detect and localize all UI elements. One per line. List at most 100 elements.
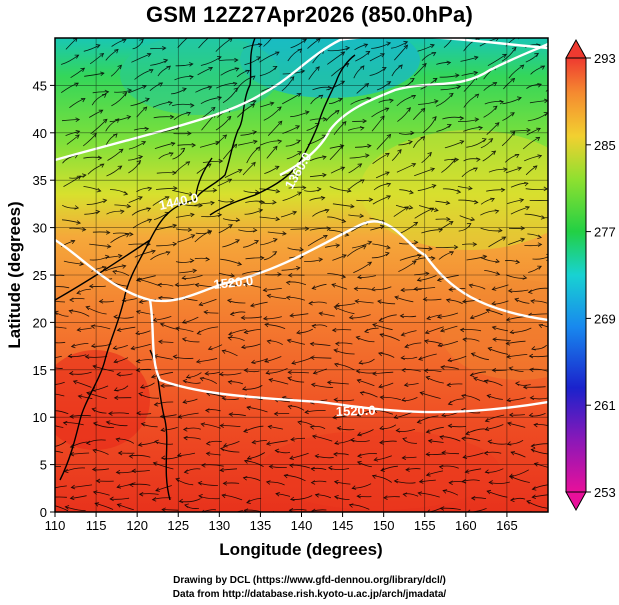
streamline-arrow xyxy=(531,486,537,491)
streamline-arrow xyxy=(116,484,122,489)
streamline-arrow xyxy=(357,274,362,280)
streamline xyxy=(526,500,548,509)
streamline xyxy=(524,213,545,219)
streamline xyxy=(373,409,394,415)
streamline xyxy=(463,452,484,458)
streamline-arrow xyxy=(113,395,119,401)
streamline-arrow xyxy=(473,199,479,205)
streamline-arrow xyxy=(438,464,444,470)
streamline-arrow xyxy=(67,353,73,359)
streamline-arrow xyxy=(140,384,145,389)
streamline-arrow xyxy=(358,360,364,365)
streamline-arrow xyxy=(540,65,546,70)
streamline xyxy=(532,256,548,260)
streamline xyxy=(446,299,463,305)
streamline-arrow xyxy=(333,495,339,500)
streamline xyxy=(55,505,69,512)
streamline-arrow xyxy=(296,93,302,98)
streamline xyxy=(357,379,375,387)
streamline xyxy=(442,116,464,120)
streamline xyxy=(128,156,143,161)
streamline-arrow xyxy=(425,451,430,457)
streamline-arrow xyxy=(519,198,525,203)
streamline xyxy=(63,175,82,187)
streamline-arrow xyxy=(126,115,132,120)
streamline-arrow xyxy=(334,341,340,347)
streamline xyxy=(60,54,79,65)
streamline xyxy=(404,342,422,348)
streamline-arrow xyxy=(151,249,156,254)
streamline xyxy=(105,255,122,259)
streamline xyxy=(220,425,241,427)
x-tick-label: 135 xyxy=(250,518,272,533)
streamline-arrow xyxy=(520,237,526,243)
streamline-arrow xyxy=(92,364,98,369)
streamline xyxy=(244,329,261,333)
streamline-arrow xyxy=(121,264,127,269)
streamline xyxy=(175,283,195,286)
streamline-arrow xyxy=(101,265,107,271)
streamline-arrow xyxy=(312,370,318,375)
streamline xyxy=(154,142,175,149)
streamline-arrow xyxy=(135,367,141,373)
streamline-arrow xyxy=(403,382,409,387)
streamline-arrow xyxy=(75,117,81,123)
streamline xyxy=(486,189,505,192)
streamline xyxy=(242,385,263,390)
streamline xyxy=(176,228,192,231)
streamline-arrow xyxy=(102,198,108,204)
streamline-arrow xyxy=(445,298,451,303)
streamline-arrow xyxy=(531,346,536,351)
streamline xyxy=(461,72,478,76)
streamline-arrow xyxy=(145,97,150,102)
map-title: GSM 12Z27Apr2026 (850.0hPa) xyxy=(146,2,473,27)
streamline xyxy=(463,158,480,162)
streamline-arrow xyxy=(208,67,214,72)
streamline xyxy=(110,64,122,77)
streamline xyxy=(551,39,564,47)
streamline xyxy=(198,38,209,49)
streamline xyxy=(507,397,526,401)
streamline-arrow xyxy=(76,290,81,295)
streamline-arrow xyxy=(517,166,522,171)
streamline xyxy=(310,343,331,346)
streamline-arrow xyxy=(364,82,370,88)
streamline-arrow xyxy=(397,148,402,154)
streamline-arrow xyxy=(233,87,239,93)
streamline xyxy=(492,338,511,341)
streamline-arrow xyxy=(311,323,317,329)
streamline-arrow xyxy=(80,67,86,72)
streamline xyxy=(440,325,458,332)
contour-line-1360 xyxy=(279,42,548,177)
streamline-arrow xyxy=(311,508,316,512)
streamline-arrow xyxy=(468,283,474,288)
streamline xyxy=(427,507,442,512)
streamline-arrow xyxy=(427,438,433,444)
streamline-arrow xyxy=(99,163,105,168)
streamline xyxy=(108,412,129,415)
streamline-arrow xyxy=(320,196,326,201)
streamline xyxy=(263,316,282,320)
streamline xyxy=(266,481,285,486)
streamline xyxy=(312,209,329,217)
streamline-arrow xyxy=(95,209,101,215)
streamline xyxy=(150,47,166,50)
streamline-arrow xyxy=(81,173,87,178)
streamline xyxy=(440,507,461,510)
streamline xyxy=(378,382,394,388)
streamline-arrow xyxy=(380,53,385,58)
streamline-arrow xyxy=(116,372,121,377)
streamline-arrow xyxy=(160,427,166,432)
streamline-arrow xyxy=(427,151,432,157)
streamline-arrow xyxy=(494,209,500,214)
streamline-arrow xyxy=(509,329,515,335)
streamline-arrow xyxy=(189,75,194,80)
x-axis-ticks: 110 115 120 125 130 135 140 145 150 155 160 165 xyxy=(45,512,518,533)
streamline-arrow xyxy=(75,134,80,139)
streamline-arrow xyxy=(522,384,528,390)
streamline-arrow xyxy=(488,138,494,143)
streamline xyxy=(328,98,343,105)
streamline-arrow xyxy=(344,232,350,237)
streamline-arrow xyxy=(106,230,111,235)
streamline-arrow xyxy=(381,67,387,72)
